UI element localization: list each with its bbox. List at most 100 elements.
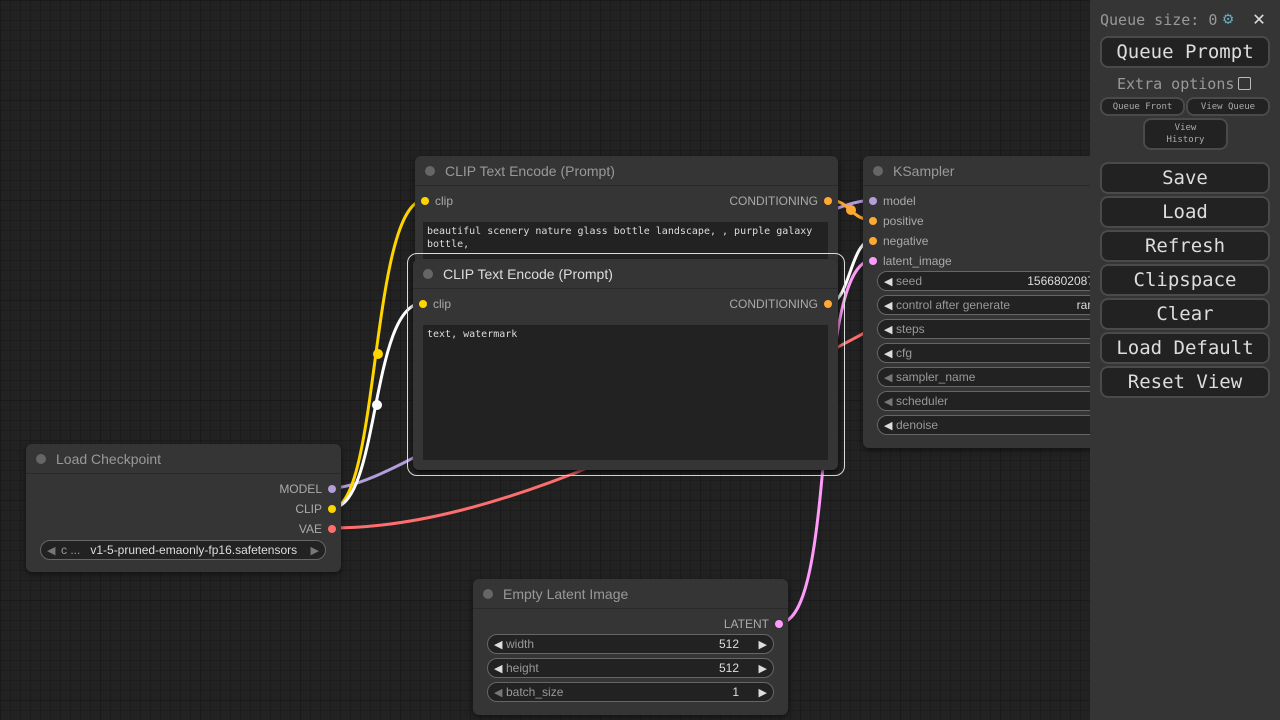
arrow-left-icon[interactable]: ◀: [47, 544, 56, 557]
arrow-right-icon[interactable]: ▶: [310, 544, 319, 557]
extra-options-checkbox[interactable]: [1238, 77, 1251, 90]
input-positive[interactable]: positive: [869, 214, 924, 228]
queue-front-button[interactable]: Queue Front: [1100, 97, 1185, 116]
output-latent[interactable]: LATENT: [723, 617, 783, 631]
queue-size-label: Queue size: 0: [1100, 11, 1218, 29]
widget-seed[interactable]: ◀ seed 1566802087: [877, 271, 1117, 291]
arrow-left-icon[interactable]: ◀: [884, 419, 893, 432]
reset-view-button[interactable]: Reset View: [1100, 366, 1270, 398]
widget-value: 512: [718, 637, 739, 651]
widget-batch-size[interactable]: ◀ batch_size 1 ▶: [487, 682, 774, 702]
node-clip-text-encode-negative[interactable]: CLIP Text Encode (Prompt) clip CONDITION…: [413, 259, 838, 470]
widget-cfg[interactable]: ◀ cfg: [877, 343, 1117, 363]
slot-dot-icon[interactable]: [824, 300, 832, 308]
slot-label: VAE: [298, 522, 322, 536]
input-clip[interactable]: clip: [419, 297, 452, 311]
input-negative[interactable]: negative: [869, 234, 928, 248]
gear-icon[interactable]: ⚙: [1223, 9, 1234, 29]
widget-sampler-name[interactable]: ◀ sampler_name: [877, 367, 1117, 387]
widget-label: sampler_name: [896, 370, 976, 384]
widget-control-after-generate[interactable]: ◀ control after generate ran: [877, 295, 1117, 315]
widget-label: control after generate: [896, 298, 1011, 312]
arrow-left-icon[interactable]: ◀: [884, 371, 893, 384]
output-clip[interactable]: CLIP: [295, 502, 336, 516]
load-default-button[interactable]: Load Default: [1100, 332, 1270, 364]
output-model[interactable]: MODEL: [279, 482, 336, 496]
widget-height[interactable]: ◀ height 512 ▶: [487, 658, 774, 678]
output-conditioning[interactable]: CONDITIONING: [729, 297, 832, 311]
prompt-textarea[interactable]: text, watermark: [423, 325, 828, 460]
ckpt-name-combo[interactable]: ◀ c ... v1-5-pruned-emaonly-fp16.safeten…: [40, 540, 326, 560]
input-clip[interactable]: clip: [421, 194, 454, 208]
widget-label: c ...: [61, 543, 81, 557]
view-history-button[interactable]: View History: [1143, 118, 1228, 150]
widget-scheduler[interactable]: ◀ scheduler: [877, 391, 1117, 411]
input-model[interactable]: model: [869, 194, 916, 208]
slot-dot-icon[interactable]: [775, 620, 783, 628]
slot-label: clip: [435, 194, 454, 208]
widget-value: 1: [732, 685, 739, 699]
widget-steps[interactable]: ◀ steps: [877, 319, 1117, 339]
input-latent-image[interactable]: latent_image: [869, 254, 952, 268]
node-ksampler[interactable]: KSampler model positive negative latent_…: [863, 156, 1123, 448]
slot-label: positive: [883, 214, 924, 228]
widget-denoise[interactable]: ◀ denoise: [877, 415, 1117, 435]
slot-dot-icon[interactable]: [328, 525, 336, 533]
arrow-right-icon[interactable]: ▶: [758, 638, 767, 651]
widget-value: v1-5-pruned-emaonly-fp16.safetensors: [90, 543, 298, 557]
arrow-left-icon[interactable]: ◀: [884, 275, 893, 288]
refresh-button[interactable]: Refresh: [1100, 230, 1270, 262]
node-title: KSampler: [863, 156, 1123, 186]
link-midpoint: [846, 205, 856, 215]
slot-dot-icon[interactable]: [419, 300, 427, 308]
queue-prompt-button[interactable]: Queue Prompt: [1100, 36, 1270, 68]
link-midpoint: [372, 400, 382, 410]
slot-dot-icon[interactable]: [824, 197, 832, 205]
extra-options-label: Extra options: [1117, 75, 1235, 93]
clipspace-button[interactable]: Clipspace: [1100, 264, 1270, 296]
arrow-left-icon[interactable]: ◀: [494, 638, 503, 651]
output-vae[interactable]: VAE: [298, 522, 336, 536]
arrow-right-icon[interactable]: ▶: [758, 686, 767, 699]
arrow-left-icon[interactable]: ◀: [884, 299, 893, 312]
widget-label: batch_size: [506, 685, 564, 699]
widget-label: width: [506, 637, 535, 651]
load-button[interactable]: Load: [1100, 196, 1270, 228]
output-conditioning[interactable]: CONDITIONING: [729, 194, 832, 208]
arrow-left-icon[interactable]: ◀: [494, 662, 503, 675]
slot-label: CONDITIONING: [729, 194, 818, 208]
node-title: CLIP Text Encode (Prompt): [415, 156, 838, 186]
slot-dot-icon[interactable]: [421, 197, 429, 205]
node-empty-latent-image[interactable]: Empty Latent Image LATENT ◀ width 512 ▶ ◀ hei…: [473, 579, 788, 715]
view-queue-button[interactable]: View Queue: [1186, 97, 1270, 116]
slot-label: LATENT: [723, 617, 769, 631]
save-button[interactable]: Save: [1100, 162, 1270, 194]
arrow-left-icon[interactable]: ◀: [494, 686, 503, 699]
widget-label: seed: [896, 274, 923, 288]
widget-value: ran: [1076, 298, 1094, 312]
slot-dot-icon[interactable]: [869, 197, 877, 205]
arrow-left-icon[interactable]: ◀: [884, 347, 893, 360]
widget-label: cfg: [896, 346, 913, 360]
slot-label: clip: [433, 297, 452, 311]
arrow-left-icon[interactable]: ◀: [884, 395, 893, 408]
slot-dot-icon[interactable]: [328, 505, 336, 513]
slot-dot-icon[interactable]: [328, 485, 336, 493]
node-load-checkpoint[interactable]: Load Checkpoint MODEL CLIP VAE ◀ c ... v…: [26, 444, 341, 572]
node-title: CLIP Text Encode (Prompt): [413, 259, 838, 289]
slot-label: model: [883, 194, 916, 208]
slot-label: CLIP: [295, 502, 322, 516]
menu-panel: Queue size: 0 ⚙ ✕ Queue Prompt Extra opt…: [1090, 0, 1280, 720]
arrow-left-icon[interactable]: ◀: [884, 323, 893, 336]
link-midpoint: [373, 349, 383, 359]
slot-label: latent_image: [883, 254, 952, 268]
widget-width[interactable]: ◀ width 512 ▶: [487, 634, 774, 654]
close-icon[interactable]: ✕: [1253, 6, 1266, 30]
slot-dot-icon[interactable]: [869, 217, 877, 225]
node-title: Load Checkpoint: [26, 444, 341, 474]
slot-dot-icon[interactable]: [869, 257, 877, 265]
arrow-right-icon[interactable]: ▶: [758, 662, 767, 675]
clear-button[interactable]: Clear: [1100, 298, 1270, 330]
slot-dot-icon[interactable]: [869, 237, 877, 245]
widget-label: scheduler: [896, 394, 949, 408]
